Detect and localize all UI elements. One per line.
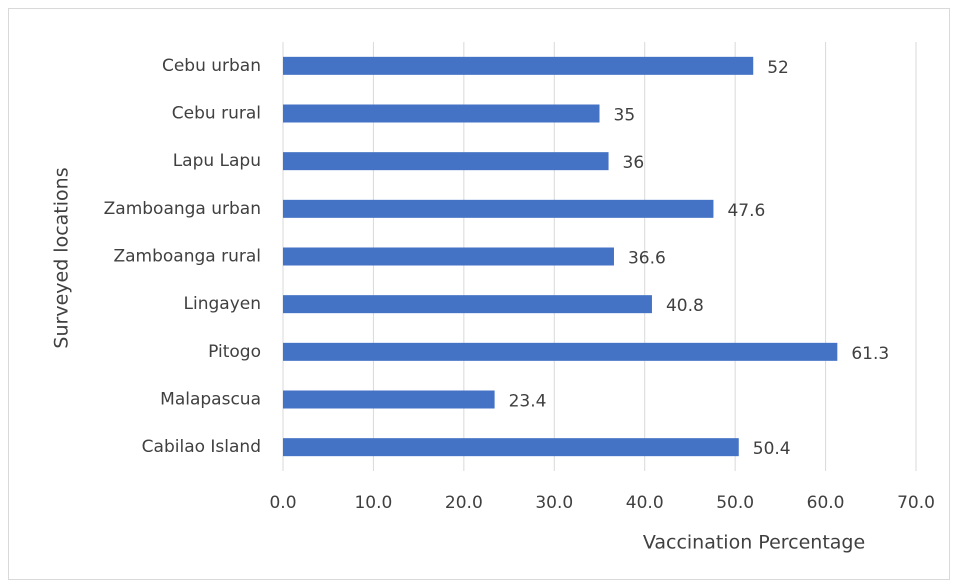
y-tick-label: Zamboanga rural [113, 247, 261, 267]
bar [283, 295, 652, 314]
y-tick-label: Cabilao Island [142, 437, 261, 457]
y-tick-label: Cebu urban [162, 56, 261, 76]
y-tick-label: Zamboanga urban [104, 199, 261, 219]
bar [283, 342, 838, 361]
x-tick-label: 30.0 [535, 493, 573, 513]
bar [283, 390, 495, 409]
x-tick-label: 0.0 [269, 493, 296, 513]
x-tick-label: 10.0 [354, 493, 392, 513]
y-tick-label: Lingayen [184, 294, 261, 314]
bar [283, 104, 600, 123]
data-label: 47.6 [727, 201, 765, 221]
x-axis-label: Vaccination Percentage [643, 532, 865, 554]
x-tick-label: 40.0 [626, 493, 664, 513]
y-tick-label: Malapascua [160, 390, 261, 410]
data-label: 35 [614, 106, 636, 126]
y-tick-label: Lapu Lapu [173, 151, 261, 171]
data-label: 50.4 [753, 439, 791, 459]
x-tick-label: 20.0 [445, 493, 483, 513]
y-tick-label: Cebu rural [172, 104, 261, 124]
x-tick-label: 50.0 [716, 493, 754, 513]
bar [283, 438, 739, 457]
data-label: 36.6 [628, 249, 666, 269]
y-tick-label: Pitogo [208, 342, 261, 362]
chart-frame [8, 8, 950, 580]
x-tick-label: 60.0 [807, 493, 845, 513]
data-label: 61.3 [851, 344, 889, 364]
bar [283, 247, 614, 266]
data-label: 23.4 [509, 392, 547, 412]
bar [283, 199, 714, 218]
bar [283, 56, 754, 75]
y-axis-label: Surveyed locations [51, 167, 73, 348]
data-label: 52 [767, 58, 789, 78]
data-label: 36 [623, 153, 645, 173]
x-tick-label: 70.0 [897, 493, 935, 513]
bar [283, 152, 609, 171]
data-label: 40.8 [666, 296, 704, 316]
